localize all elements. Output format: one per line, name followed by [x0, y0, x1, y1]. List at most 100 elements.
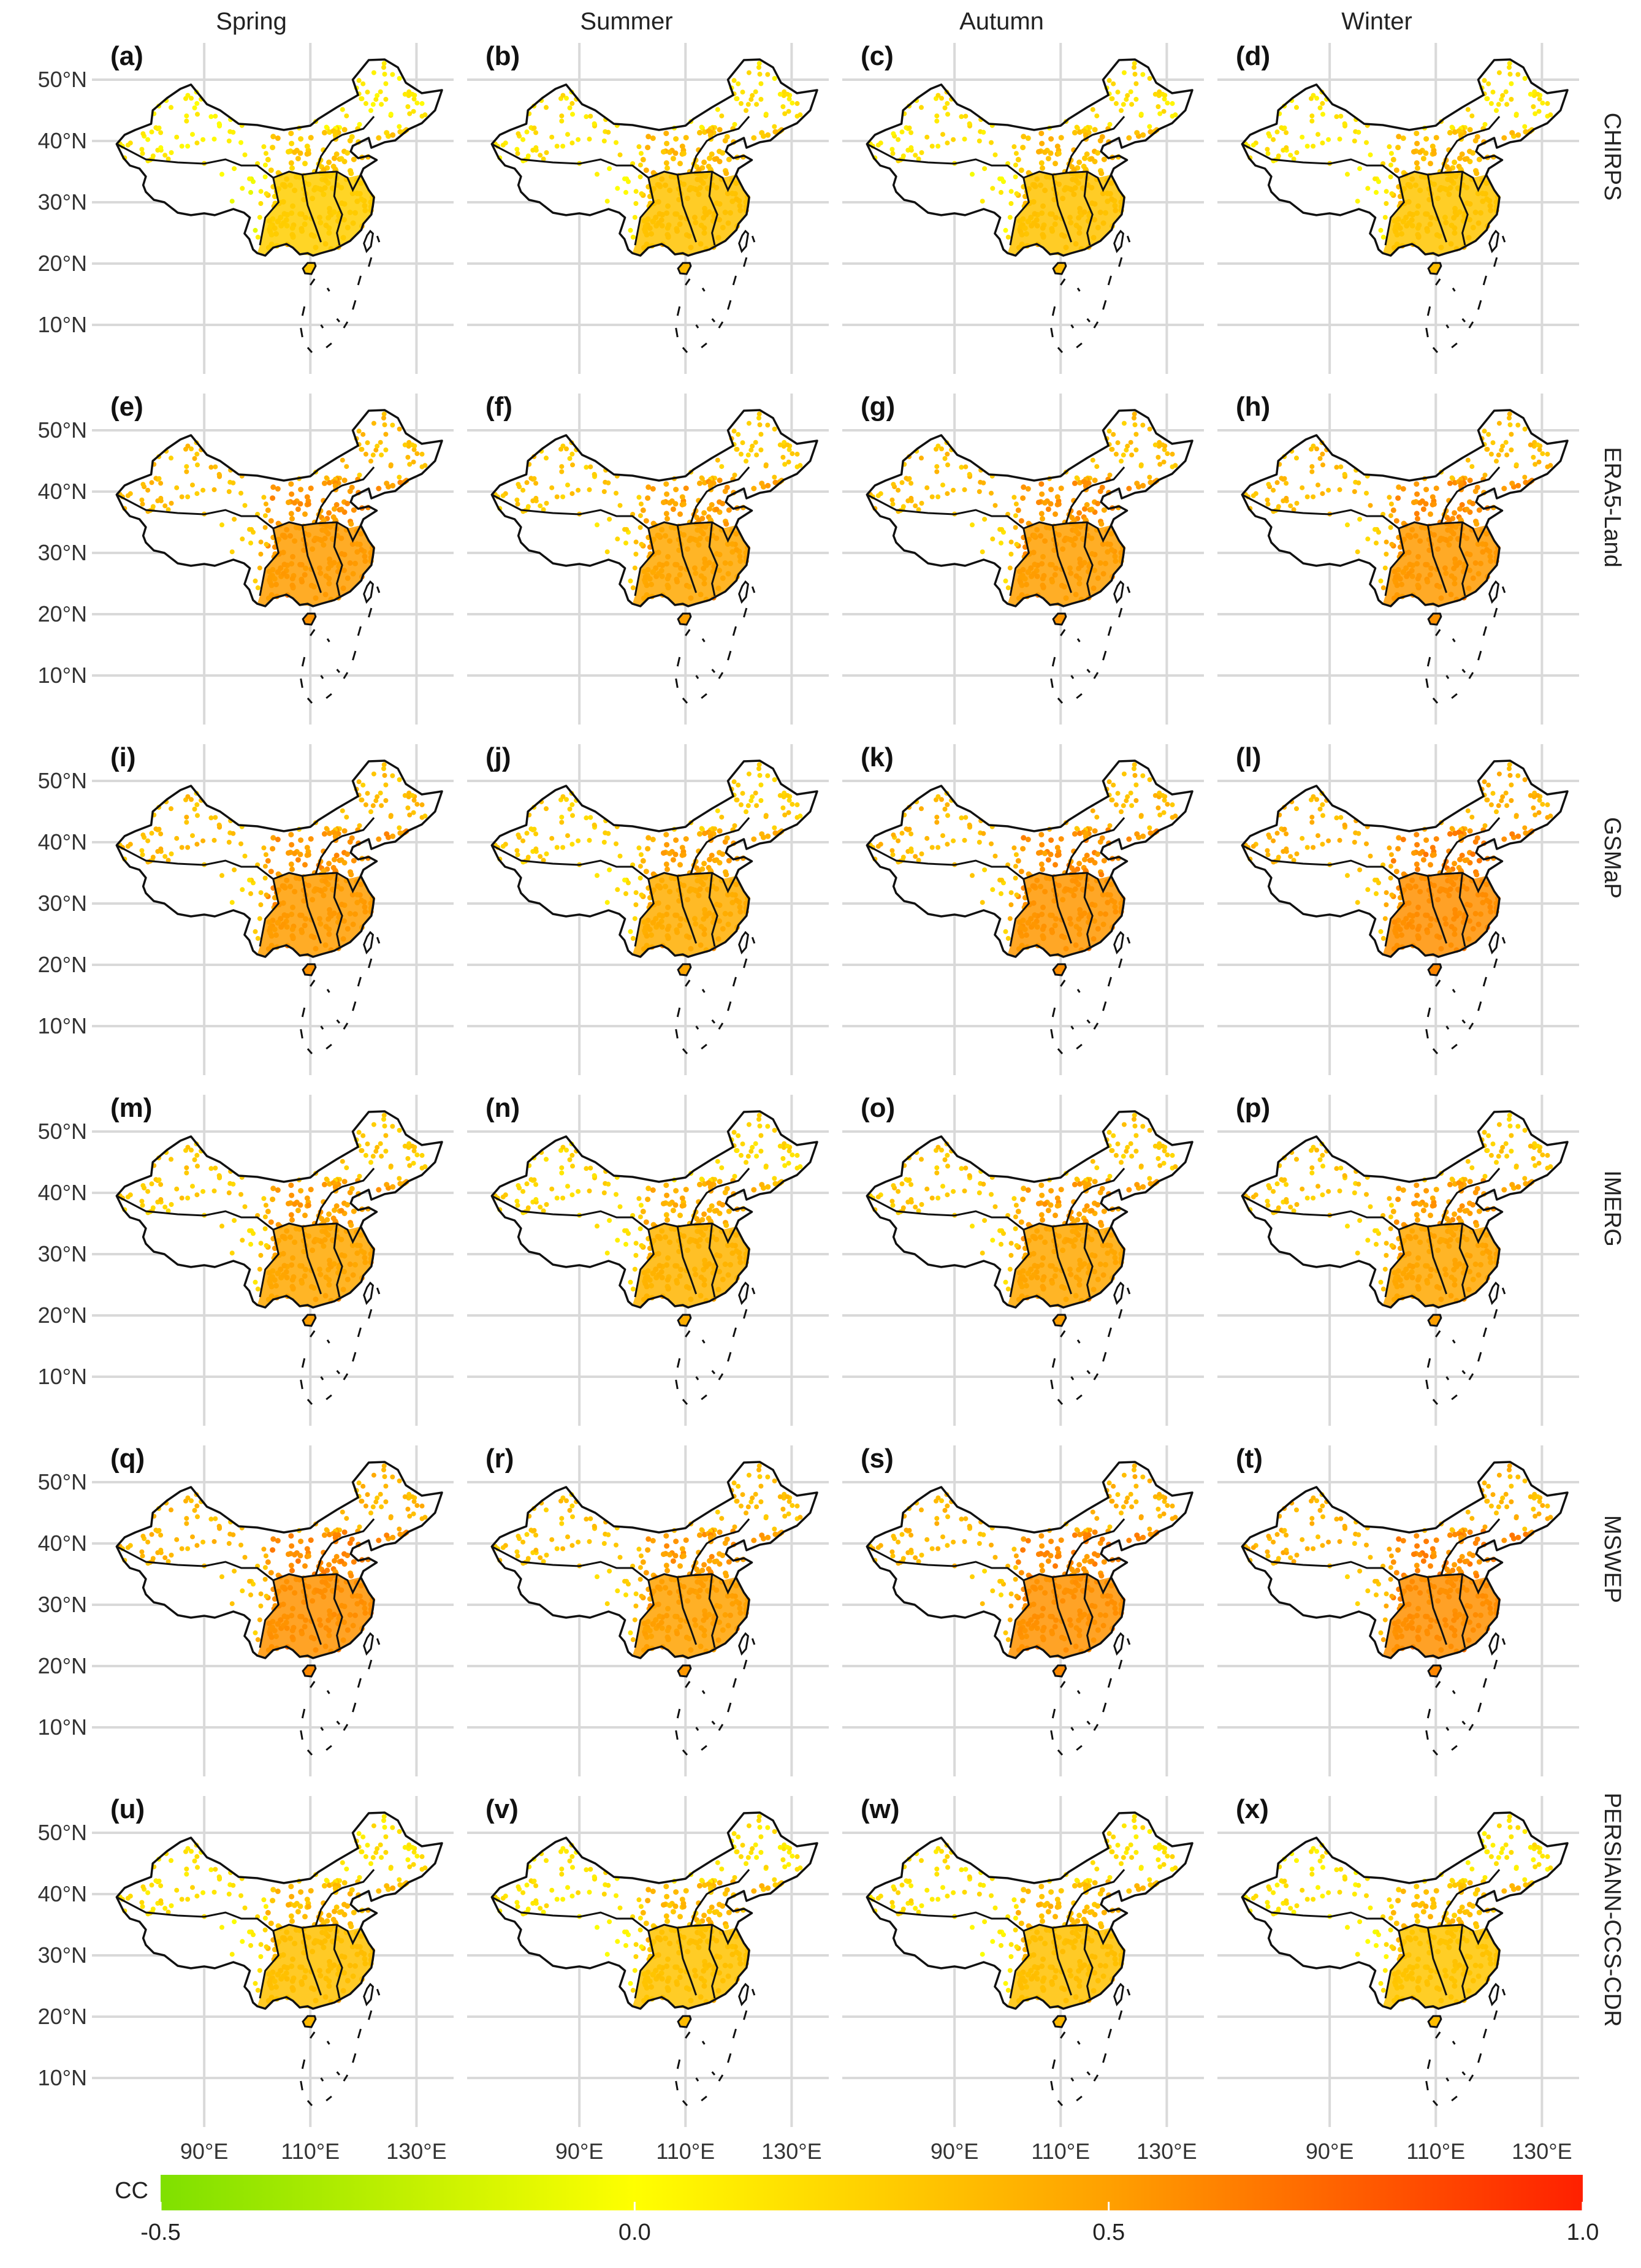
station-point: [1365, 887, 1371, 892]
station-point: [963, 113, 969, 119]
station-point: [715, 808, 720, 813]
station-point: [520, 1189, 526, 1194]
station-point: [402, 1143, 408, 1149]
station-point: [213, 464, 218, 470]
station-point: [298, 136, 304, 142]
station-point: [295, 506, 301, 512]
station-point: [1053, 862, 1058, 868]
station-point: [549, 134, 555, 140]
station-point: [305, 150, 311, 156]
station-point: [1089, 506, 1095, 512]
station-point: [756, 1117, 761, 1122]
station-point: [414, 451, 420, 457]
station-point: [744, 1160, 748, 1165]
sea-boundary-dash: [1086, 318, 1091, 322]
station-point: [1090, 808, 1095, 813]
station-point: [1320, 112, 1325, 117]
station-point: [772, 777, 777, 782]
sea-boundary-dash: [685, 278, 691, 286]
station-point: [714, 506, 720, 512]
station-point: [384, 831, 390, 837]
station-point: [1522, 777, 1528, 782]
station-point: [1338, 113, 1344, 119]
station-point: [758, 1133, 764, 1138]
station-point: [371, 420, 376, 426]
station-point: [1054, 494, 1060, 500]
station-point: [1338, 464, 1344, 470]
region-border: [259, 177, 280, 246]
station-point: [286, 149, 291, 155]
station-point: [683, 485, 689, 492]
sea-boundary-dash: [711, 669, 716, 673]
station-point: [714, 1208, 720, 1214]
station-point: [321, 129, 327, 135]
station-point: [601, 840, 607, 845]
station-point: [900, 153, 906, 159]
sea-boundary-dash: [1086, 669, 1091, 673]
station-point: [981, 480, 986, 485]
sea-boundary-dash: [326, 1043, 332, 1050]
station-point: [514, 1198, 520, 1204]
station-point: [500, 843, 506, 849]
station-point: [1042, 850, 1048, 856]
station-point: [1300, 485, 1305, 490]
station-point: [1013, 525, 1018, 530]
station-point: [559, 1165, 565, 1171]
station-point: [333, 1203, 340, 1209]
station-point: [595, 522, 600, 528]
station-point: [1132, 61, 1137, 66]
station-point: [185, 794, 191, 799]
station-point: [219, 522, 224, 528]
station-point: [363, 802, 368, 807]
station-point: [262, 513, 268, 519]
station-point: [1288, 503, 1293, 509]
station-point: [208, 114, 214, 120]
station-point: [262, 1226, 268, 1231]
map-panel: (o): [842, 1093, 1204, 1426]
station-point: [229, 199, 235, 204]
station-point: [595, 873, 600, 878]
station-point: [379, 1154, 384, 1159]
station-point: [169, 1157, 173, 1162]
station-point: [344, 113, 349, 119]
station-point: [738, 451, 744, 457]
station-point: [576, 137, 581, 142]
sea-boundary-dash: [310, 629, 316, 636]
station-point: [263, 1203, 268, 1208]
station-point: [750, 794, 755, 799]
station-point: [736, 81, 741, 86]
y-tick-label: 30°N: [38, 540, 87, 565]
station-point: [1084, 502, 1090, 508]
station-point: [992, 152, 998, 158]
station-point: [185, 93, 191, 98]
panel-label: (n): [485, 1093, 520, 1123]
region-border: [491, 143, 649, 179]
station-point: [756, 61, 762, 66]
station-point: [219, 1223, 224, 1229]
sea-boundary-dash: [743, 607, 748, 618]
station-point: [724, 134, 730, 140]
map-panel: (g): [842, 392, 1204, 725]
sea-boundary-dash: [1126, 937, 1131, 944]
station-point: [140, 151, 145, 156]
station-point: [588, 464, 593, 470]
station-point: [375, 794, 380, 799]
station-point: [777, 442, 783, 447]
station-point: [1095, 501, 1101, 506]
station-point: [184, 1170, 189, 1176]
station-point: [397, 124, 402, 129]
station-point: [1121, 102, 1126, 107]
station-point: [934, 118, 940, 124]
station-point: [261, 1196, 267, 1201]
station-point: [1474, 170, 1480, 177]
station-point: [777, 793, 783, 798]
station-point: [1008, 189, 1014, 194]
station-point: [672, 851, 679, 858]
station-point: [238, 841, 243, 847]
station-point: [253, 227, 258, 233]
station-point: [1509, 782, 1514, 788]
station-point: [1378, 578, 1384, 584]
sea-boundary-dash: [1051, 1007, 1056, 1018]
station-point: [1042, 500, 1048, 506]
sea-boundary-dash: [1482, 275, 1487, 286]
